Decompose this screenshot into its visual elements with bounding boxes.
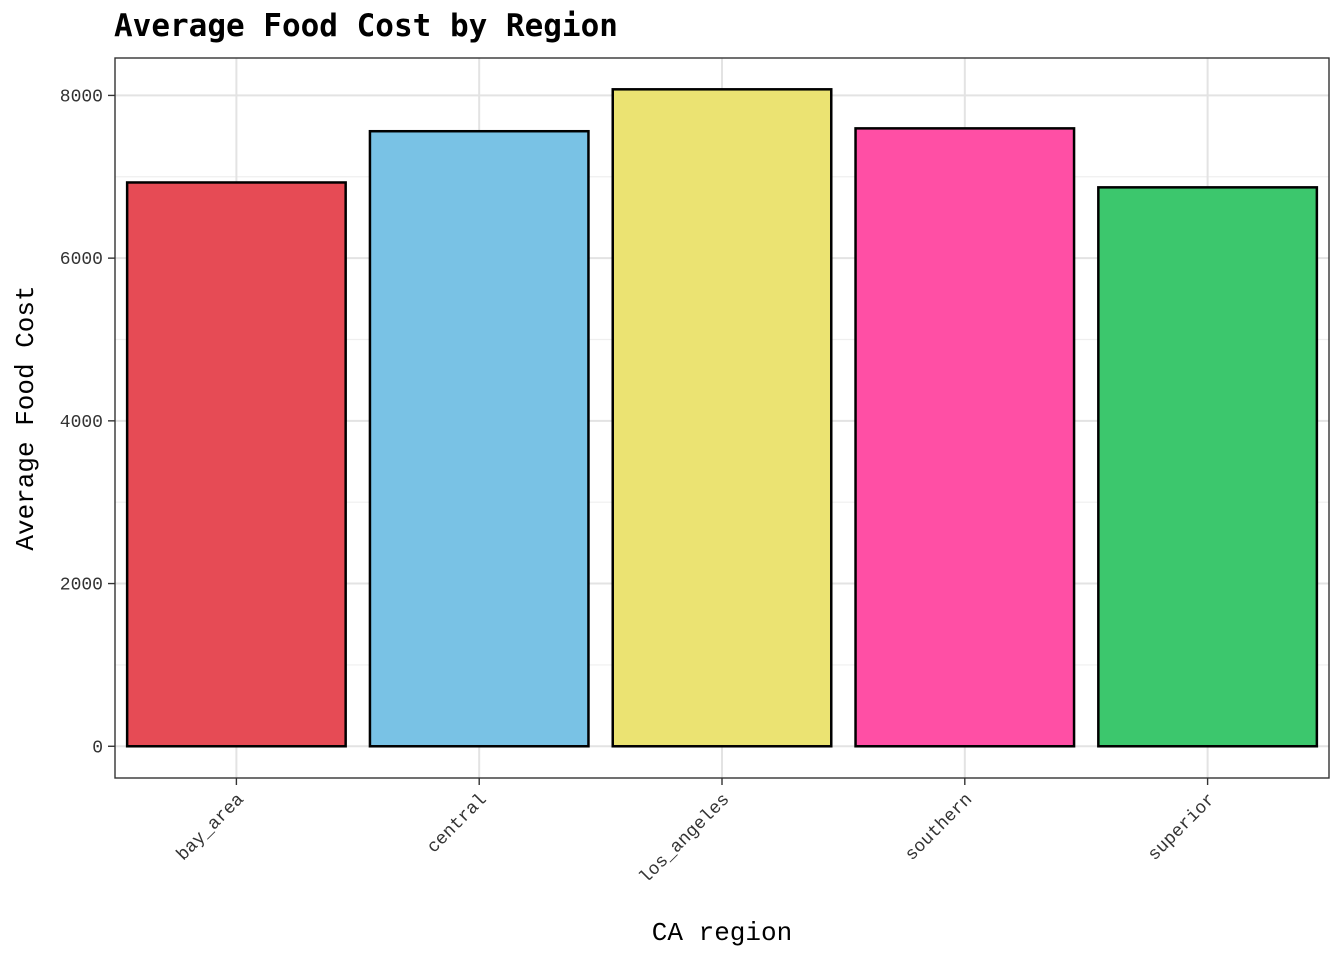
y-axis-label: Average Food Cost [11,285,41,550]
x-tick-label: superior [1145,790,1220,865]
bar-central [368,129,590,748]
y-axis: 0 2000 4000 6000 8000 [60,87,115,758]
x-axis: bay_area central los_angeles southern superi… [173,778,1220,888]
bar-southern [854,127,1076,748]
x-tick-label: southern [902,790,977,865]
bar-superior [1097,186,1319,748]
x-axis-label: CA region [652,918,792,948]
bars [125,88,1319,748]
x-tick-label: bay_area [173,790,248,865]
x-tick-label: central [424,790,492,858]
y-tick-label: 4000 [60,413,103,433]
y-tick-label: 2000 [60,576,103,596]
y-tick-label: 6000 [60,250,103,270]
y-tick-label: 0 [92,738,103,758]
bar-los-angeles [611,88,833,748]
y-tick-label: 8000 [60,87,103,107]
chart-title: Average Food Cost by Region [114,8,618,44]
x-tick-label: los_angeles [636,790,734,888]
bar-bay-area [125,181,347,748]
